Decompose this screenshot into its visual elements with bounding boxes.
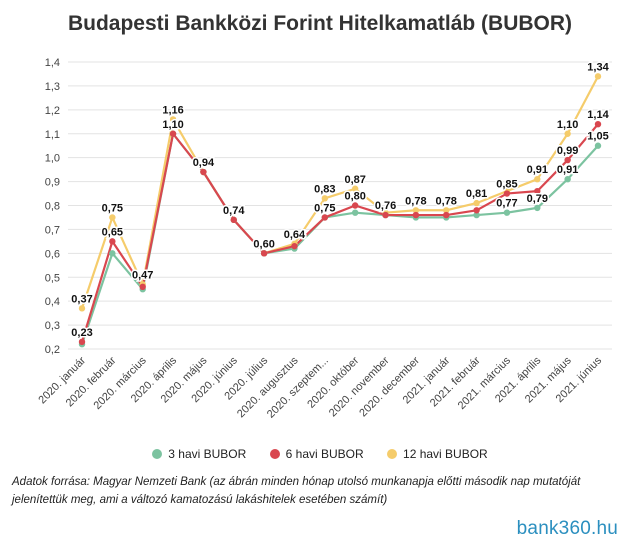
data-label: 1,10 bbox=[557, 119, 578, 131]
legend-label-3-havi: 3 havi BUBOR bbox=[168, 447, 247, 461]
data-label: 1,34 bbox=[587, 61, 609, 73]
y-tick-label: 1,0 bbox=[45, 153, 60, 165]
data-label: 1,14 bbox=[587, 109, 609, 121]
data-point bbox=[169, 116, 177, 123]
data-point bbox=[564, 156, 571, 164]
y-tick-label: 1,3 bbox=[45, 81, 60, 93]
data-point bbox=[109, 250, 116, 257]
data-label: 0,78 bbox=[405, 195, 426, 207]
y-tick-label: 1,1 bbox=[45, 129, 60, 141]
data-point bbox=[291, 242, 298, 250]
data-point bbox=[260, 250, 268, 257]
legend-item-12-havi: 12 havi BUBOR bbox=[387, 447, 488, 461]
x-tick-label: 2021. március bbox=[456, 354, 514, 412]
y-tick-label: 0,6 bbox=[45, 248, 60, 260]
y-tick-label: 0,5 bbox=[45, 272, 60, 284]
data-point bbox=[139, 283, 146, 291]
data-point bbox=[230, 216, 237, 224]
data-label: 0,23 bbox=[71, 327, 92, 339]
data-label: 1,16 bbox=[162, 104, 183, 116]
data-point bbox=[564, 175, 571, 183]
data-label: 0,85 bbox=[496, 179, 517, 191]
data-label: 0,83 bbox=[314, 183, 335, 195]
data-label: 0,77 bbox=[496, 198, 517, 210]
data-label: 0,47 bbox=[132, 269, 153, 281]
legend-label-6-havi: 6 havi BUBOR bbox=[285, 447, 364, 461]
data-label: 0,91 bbox=[557, 164, 578, 176]
data-point bbox=[443, 211, 450, 219]
data-point bbox=[351, 185, 359, 192]
legend-item-6-havi: 6 havi BUBOR bbox=[269, 447, 364, 461]
data-point bbox=[594, 73, 602, 80]
data-point bbox=[564, 130, 571, 137]
data-point bbox=[109, 238, 116, 245]
data-label: 0,74 bbox=[223, 205, 245, 217]
y-tick-label: 1,4 bbox=[45, 57, 60, 69]
y-tick-label: 0,2 bbox=[45, 344, 60, 356]
data-point bbox=[321, 195, 329, 202]
data-label: 0,64 bbox=[284, 229, 306, 241]
data-point bbox=[78, 305, 86, 312]
y-tick-label: 0,7 bbox=[45, 224, 60, 236]
chart-title: Budapesti Bankközi Forint Hitelkamatláb … bbox=[67, 12, 573, 35]
data-label: 0,81 bbox=[466, 188, 487, 200]
data-point bbox=[412, 207, 420, 214]
data-point bbox=[594, 120, 602, 128]
data-label: 0,78 bbox=[436, 195, 457, 207]
source-note: Adatok forrása: Magyar Nemzeti Bank (az … bbox=[12, 476, 581, 506]
legend-label-12-havi: 12 havi BUBOR bbox=[403, 447, 488, 461]
data-point bbox=[503, 209, 511, 216]
data-point bbox=[169, 130, 177, 137]
bank360-logo: bank360.hu bbox=[516, 518, 618, 539]
data-label: 0,60 bbox=[253, 238, 274, 250]
data-point bbox=[78, 338, 86, 346]
y-tick-label: 0,8 bbox=[45, 201, 60, 213]
chart-legend: 3 havi BUBOR 6 havi BUBOR 12 havi BUBOR bbox=[0, 447, 640, 461]
data-point bbox=[473, 199, 480, 207]
y-tick-label: 0,3 bbox=[45, 320, 60, 332]
data-point bbox=[351, 209, 359, 216]
data-label: 0,65 bbox=[102, 226, 123, 238]
data-label: 0,99 bbox=[557, 145, 578, 157]
data-label: 0,76 bbox=[375, 200, 396, 212]
data-point bbox=[534, 204, 541, 212]
legend-item-3-havi: 3 havi BUBOR bbox=[152, 447, 246, 461]
data-point bbox=[109, 214, 116, 221]
data-label: 0,75 bbox=[102, 202, 123, 214]
data-label: 0,75 bbox=[314, 202, 335, 214]
legend-swatch-6-havi bbox=[269, 449, 280, 459]
data-point bbox=[534, 175, 541, 183]
legend-swatch-3-havi bbox=[152, 449, 163, 459]
data-point bbox=[200, 168, 207, 176]
legend-swatch-12-havi bbox=[387, 449, 398, 459]
data-label: 0,87 bbox=[344, 174, 365, 186]
data-point bbox=[382, 211, 389, 219]
x-tick-label: 2020. március bbox=[91, 354, 149, 412]
data-point bbox=[412, 211, 420, 219]
y-tick-label: 0,9 bbox=[45, 177, 60, 189]
data-point bbox=[443, 207, 450, 214]
data-point bbox=[503, 190, 511, 197]
data-point bbox=[321, 214, 329, 221]
data-point bbox=[351, 202, 359, 209]
data-point bbox=[473, 211, 480, 219]
data-label: 0,91 bbox=[527, 164, 548, 176]
series-line bbox=[80, 132, 599, 345]
data-point bbox=[534, 187, 541, 195]
data-point bbox=[594, 142, 602, 149]
data-label: 1,05 bbox=[587, 131, 608, 143]
series-line bbox=[80, 75, 599, 309]
y-tick-label: 0,4 bbox=[45, 296, 60, 308]
data-label: 0,37 bbox=[71, 293, 92, 305]
series-line bbox=[80, 123, 599, 343]
data-label: 0,79 bbox=[527, 193, 548, 205]
y-tick-label: 1,2 bbox=[45, 105, 60, 117]
data-label: 0,94 bbox=[193, 157, 215, 169]
data-label: 0,80 bbox=[344, 191, 365, 203]
data-label: 1,10 bbox=[162, 119, 183, 131]
data-point bbox=[473, 207, 480, 214]
bubor-line-chart: 0,2 0,3 0,4 0,5 0,6 0,7 0,8 0,9 1,0 1,1 1,2 1,3 1,4 2… bbox=[36, 57, 612, 421]
